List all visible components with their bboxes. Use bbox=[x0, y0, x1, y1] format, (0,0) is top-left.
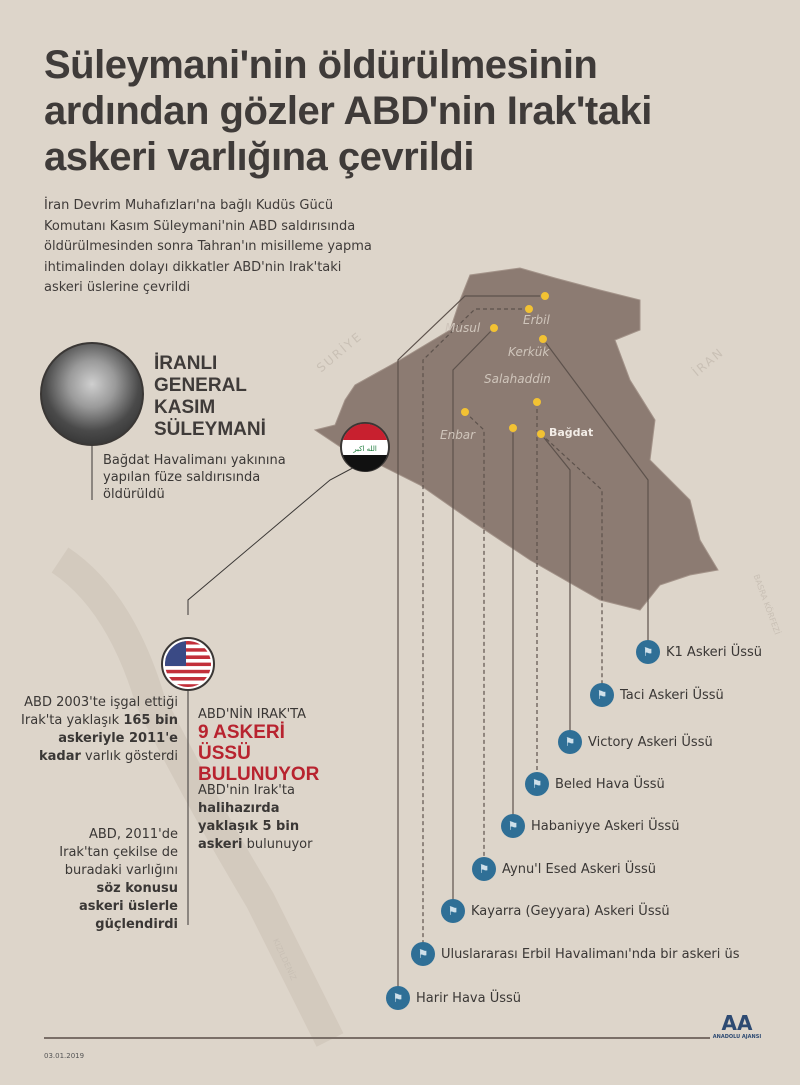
base-marker bbox=[489, 323, 499, 333]
anadolu-logo: AA ANADOLU AJANSI bbox=[712, 1011, 762, 1040]
title-line: askeri varlığına çevrildi bbox=[44, 135, 474, 179]
base-markers bbox=[460, 291, 550, 439]
flag-connector bbox=[187, 461, 365, 615]
name-line: GENERAL bbox=[154, 375, 247, 396]
label-kirkuk: Kerkük bbox=[508, 345, 550, 359]
title-line: Süleymani'nin öldürülmesinin bbox=[44, 43, 598, 87]
base-name: Kayarra (Geyyara) Askeri Üssü bbox=[471, 903, 670, 919]
base-marker bbox=[538, 334, 548, 344]
base-item: ⚑ Victory Askeri Üssü bbox=[558, 730, 713, 754]
base-marker bbox=[508, 423, 518, 433]
flag-icon: ⚑ bbox=[525, 772, 549, 796]
connector-line bbox=[397, 295, 545, 998]
bases-kicker: ABD'NİN IRAK'TA bbox=[198, 707, 306, 722]
name-line: KASIM bbox=[154, 397, 216, 418]
base-name: K1 Askeri Üssü bbox=[666, 644, 763, 660]
iraq-flag-text: الله اكبر bbox=[352, 445, 377, 453]
base-item: ⚑ Harir Hava Üssü bbox=[386, 986, 521, 1010]
base-item: ⚑ Taci Askeri Üssü bbox=[590, 683, 724, 707]
base-marker bbox=[524, 304, 534, 314]
suleymani-photo bbox=[40, 342, 144, 446]
flag-icon: ⚑ bbox=[441, 899, 465, 923]
base-item: ⚑ Uluslararası Erbil Havalimanı'nda bir a… bbox=[411, 942, 740, 966]
base-name: Uluslararası Erbil Havalimanı'nda bir as… bbox=[441, 946, 740, 962]
lead-text: İran Devrim Muhafızları'na bağlı Kudüs G… bbox=[44, 198, 372, 295]
base-name: Beled Hava Üssü bbox=[555, 776, 665, 792]
flag-icon: ⚑ bbox=[558, 730, 582, 754]
flag-icon: ⚑ bbox=[636, 640, 660, 664]
base-name: Taci Askeri Üssü bbox=[620, 687, 724, 703]
connector-line bbox=[464, 411, 485, 869]
base-marker bbox=[532, 397, 542, 407]
label-baghdad: Bağdat bbox=[549, 426, 594, 439]
flag-icon: ⚑ bbox=[472, 857, 496, 881]
history-text-2: ABD, 2011'de Irak'tan çekilse de buradak… bbox=[59, 827, 178, 932]
connector-line bbox=[540, 433, 571, 742]
label-anbar: Enbar bbox=[440, 428, 476, 442]
usa-flag-icon bbox=[161, 637, 215, 691]
flag-icon: ⚑ bbox=[590, 683, 614, 707]
base-item: ⚑ Habaniyye Askeri Üssü bbox=[501, 814, 679, 838]
base-item: ⚑ K1 Askeri Üssü bbox=[636, 640, 762, 664]
name-line: SÜLEYMANİ bbox=[154, 419, 266, 440]
name-line: İRANLI bbox=[154, 353, 218, 374]
troops-text: ABD'nin Irak'ta halihazırda yaklaşık 5 b… bbox=[198, 783, 313, 852]
base-item: ⚑ Aynu'l Esed Askeri Üssü bbox=[472, 857, 656, 881]
label-erbil: Erbil bbox=[523, 313, 550, 327]
base-item: ⚑ Beled Hava Üssü bbox=[525, 772, 665, 796]
base-name: Harir Hava Üssü bbox=[416, 990, 522, 1006]
base-name: Habaniyye Askeri Üssü bbox=[531, 818, 680, 834]
connector-lines bbox=[397, 295, 649, 998]
base-name: Aynu'l Esed Askeri Üssü bbox=[502, 861, 656, 877]
base-marker bbox=[460, 407, 470, 417]
page-title: Süleymani'nin öldürülmesinin ardından gö… bbox=[44, 42, 652, 180]
flag-icon: ⚑ bbox=[501, 814, 525, 838]
flag-icon: ⚑ bbox=[386, 986, 410, 1010]
date: 03.01.2019 bbox=[44, 1052, 85, 1060]
red-sea-shape bbox=[51, 547, 344, 1047]
title-line: ardından gözler ABD'nin Irak'taki bbox=[44, 89, 652, 133]
iraq-shape bbox=[313, 267, 719, 611]
bases-headline: 9 ASKERİ ÜSSÜ BULUNUYOR bbox=[198, 722, 320, 785]
connector-line bbox=[542, 338, 649, 652]
label-mosul: Musul bbox=[445, 321, 481, 335]
connector-line bbox=[452, 327, 495, 911]
base-name: Victory Askeri Üssü bbox=[588, 734, 713, 750]
label-salahaddin: Salahaddin bbox=[484, 372, 551, 386]
base-marker bbox=[540, 291, 550, 301]
person-name: İRANLI GENERAL KASIM SÜLEYMANİ bbox=[154, 353, 266, 441]
base-marker bbox=[536, 429, 546, 439]
history-text-1: ABD 2003'te işgal ettiği Irak'ta yaklaşı… bbox=[21, 695, 178, 764]
person-description: Bağdat Havalimanı yakınına yapılan füze … bbox=[103, 453, 286, 502]
flag-icon: ⚑ bbox=[411, 942, 435, 966]
connector-line bbox=[540, 433, 603, 695]
connector-line bbox=[422, 308, 529, 954]
base-item: ⚑ Kayarra (Geyyara) Askeri Üssü bbox=[441, 899, 670, 923]
